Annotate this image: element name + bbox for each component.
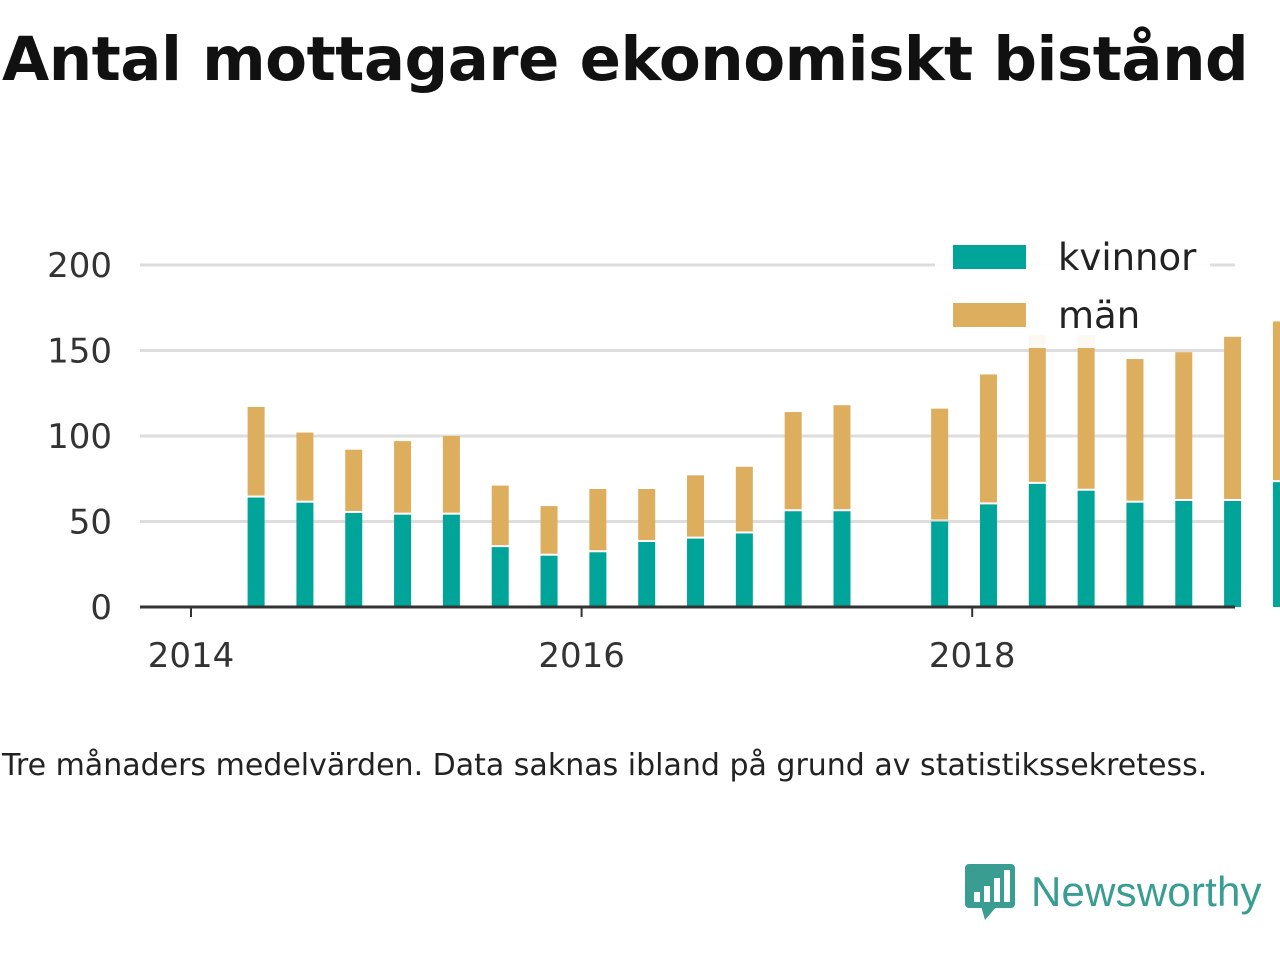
bar-kvinnor	[491, 547, 509, 607]
bar-man	[589, 489, 607, 551]
legend-swatch	[953, 245, 1026, 269]
x-tick-label: 2014	[148, 636, 235, 676]
legend-label: män	[1058, 294, 1140, 337]
bar-kvinnor	[1272, 482, 1280, 607]
bar-man	[979, 374, 997, 503]
bar-kvinnor	[1077, 490, 1095, 607]
bar-man	[296, 432, 314, 501]
footnote: Tre månaders medelvärden. Data saknas ib…	[2, 748, 1208, 783]
legend-swatch	[953, 303, 1026, 327]
y-tick-label: 150	[47, 332, 112, 372]
brand-logo: Newsworthy	[965, 862, 1262, 922]
bar-kvinnor	[247, 497, 265, 607]
bar-man	[442, 436, 460, 513]
bar-kvinnor	[735, 533, 753, 607]
brand-name: Newsworthy	[1031, 868, 1262, 915]
newsworthy-logo-icon	[965, 864, 1015, 920]
bar-kvinnor	[638, 542, 656, 607]
bar-man	[687, 475, 705, 537]
bar-man	[540, 506, 558, 554]
bar-kvinnor	[687, 538, 705, 607]
chart-title: Antal mottagare ekonomiskt bistånd	[2, 24, 1249, 95]
y-axis-tick-labels: 0 50 100 150 200	[47, 246, 112, 628]
y-tick-label: 100	[47, 417, 112, 457]
bar-kvinnor	[540, 555, 558, 607]
bar-man	[1077, 335, 1095, 489]
x-axis: 201420162018202020222024	[140, 605, 1235, 676]
bar-man	[1272, 321, 1280, 481]
bar-kvinnor	[931, 521, 949, 607]
bar-man	[1126, 359, 1144, 501]
bar-kvinnor	[1224, 500, 1242, 607]
legend: kvinnor män	[935, 228, 1210, 348]
bar-man	[394, 441, 412, 513]
bar-man	[1224, 336, 1242, 499]
bar-man	[345, 449, 363, 511]
x-tick-label: 2018	[929, 636, 1016, 676]
y-tick-label: 0	[90, 588, 112, 628]
bar-kvinnor	[979, 504, 997, 607]
x-tick-label: 2016	[538, 636, 625, 676]
y-tick-label: 200	[47, 246, 112, 286]
gridlines	[140, 263, 1235, 523]
bar-kvinnor	[1126, 502, 1144, 607]
bar-man	[638, 489, 656, 541]
bar-man	[1028, 335, 1046, 482]
bar-man	[247, 406, 265, 496]
bars	[247, 321, 1280, 607]
bar-kvinnor	[784, 511, 802, 607]
bar-kvinnor	[1175, 500, 1193, 607]
legend-label: kvinnor	[1058, 236, 1197, 279]
bar-kvinnor	[394, 514, 412, 607]
bar-man	[784, 412, 802, 510]
bar-man	[491, 485, 509, 546]
bar-kvinnor	[833, 511, 851, 607]
y-tick-label: 50	[69, 503, 112, 543]
bar-kvinnor	[296, 502, 314, 607]
bar-kvinnor	[442, 514, 460, 607]
bar-kvinnor	[589, 552, 607, 607]
bar-kvinnor	[1028, 483, 1046, 607]
bar-man	[1175, 352, 1193, 499]
bar-kvinnor	[345, 512, 363, 607]
bar-man	[735, 466, 753, 532]
bar-man	[833, 405, 851, 510]
bar-man	[931, 408, 949, 520]
